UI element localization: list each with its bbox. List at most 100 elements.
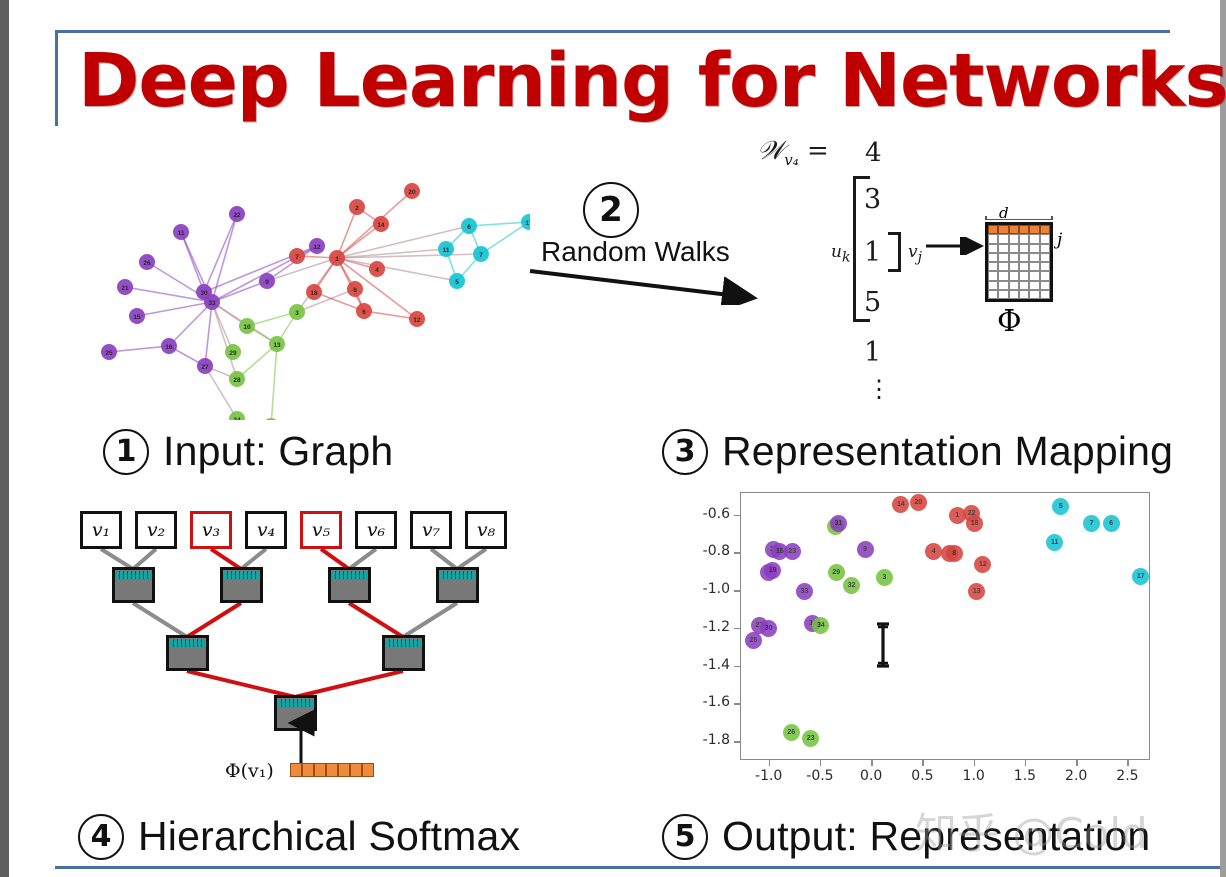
x-tick-label: -0.5 xyxy=(806,768,834,784)
phi-cell xyxy=(1019,289,1030,299)
phi-cell xyxy=(988,280,999,290)
y-tick-label: -1.2 xyxy=(702,618,730,635)
graph-node xyxy=(309,238,325,254)
phi-highlight-cell xyxy=(1019,225,1030,235)
matrix-bracket-right xyxy=(888,232,901,272)
graph-node-label: 17 xyxy=(525,220,530,227)
tree-edge xyxy=(347,547,378,571)
tree-leaf-3[interactable]: v₃ xyxy=(190,511,232,549)
phi-cell xyxy=(988,252,999,262)
graph-node xyxy=(269,336,285,352)
phi-cell xyxy=(1039,280,1050,290)
phi-cell xyxy=(1019,262,1030,272)
graph-edge xyxy=(168,301,213,347)
y-tick-mark xyxy=(734,627,740,630)
graph-edge xyxy=(211,301,238,380)
graph-node-label: 15 xyxy=(133,314,141,321)
tree-leaf-7[interactable]: v₇ xyxy=(410,511,452,549)
phi-cell xyxy=(998,252,1009,262)
phi-cell xyxy=(988,243,999,253)
scatter-point: 25 xyxy=(744,631,762,649)
step-label-input-graph: Input: Graph xyxy=(163,428,394,474)
scatter-point: 13 xyxy=(968,582,986,600)
tree-internal-node xyxy=(328,567,371,603)
x-tick-label: 0.0 xyxy=(860,768,883,784)
scatter-point: 34 xyxy=(812,616,830,634)
graph-edge xyxy=(336,225,470,259)
tree-leaf-2[interactable]: v₂ xyxy=(135,511,177,549)
tree-leaf-4[interactable]: v₄ xyxy=(245,511,287,549)
graph-node xyxy=(347,281,363,297)
scatter-point: 19 xyxy=(764,561,782,579)
phi-vector-cell xyxy=(314,763,326,777)
x-tick-label: 2.0 xyxy=(1065,768,1088,784)
text-cursor-icon xyxy=(877,622,889,668)
phi-cell xyxy=(1029,289,1040,299)
walk-value-2: 3 xyxy=(864,184,882,215)
context-right-label: vj xyxy=(908,242,922,266)
phi-highlight-cell xyxy=(1008,225,1019,235)
tree-leaf-6[interactable]: v₆ xyxy=(355,511,397,549)
phi-cell xyxy=(1019,234,1030,244)
scatter-point: 9 xyxy=(856,541,874,559)
tree-leaf-8[interactable]: v₈ xyxy=(465,511,507,549)
graph-node-label: 33 xyxy=(208,300,216,307)
graph-edge xyxy=(203,213,238,293)
scatter-point: 26 xyxy=(782,724,800,742)
graph-node xyxy=(289,304,305,320)
graph-edge xyxy=(313,291,365,312)
y-tick-mark xyxy=(734,590,740,592)
phi-cell xyxy=(998,243,1009,253)
scatter-point: 14 xyxy=(892,495,910,513)
phi-vector-cell xyxy=(302,763,314,777)
matrix-width-label: d xyxy=(999,204,1009,222)
graph-node-label: 29 xyxy=(229,350,237,357)
graph-edge xyxy=(211,213,238,303)
phi-cell xyxy=(988,289,999,299)
tree-edge xyxy=(131,547,158,571)
graph-node-label: 28 xyxy=(233,377,241,384)
graph-edge xyxy=(211,280,268,303)
walk-first-value: 4 xyxy=(865,138,882,168)
tree-leaf-1[interactable]: v₁ xyxy=(80,511,122,549)
phi-matrix-label: Φ xyxy=(997,304,1022,339)
step-label-hierarchical-softmax: Hierarchical Softmax xyxy=(138,813,521,859)
tree-path-edge xyxy=(186,669,296,699)
tree-edges-svg xyxy=(99,547,488,699)
graph-node xyxy=(373,216,389,232)
graph-node xyxy=(259,273,275,289)
phi-cell xyxy=(998,271,1009,281)
graph-node xyxy=(173,224,189,240)
scatter-point: 23 xyxy=(783,543,801,560)
phi-cell xyxy=(1039,234,1050,244)
graph-node-label: 13 xyxy=(273,342,281,349)
graph-edge xyxy=(468,221,530,227)
y-tick-mark xyxy=(734,552,740,554)
scatter-point: 29 xyxy=(827,563,845,581)
graph-edge xyxy=(336,253,482,259)
graph-node xyxy=(225,344,241,360)
graph-node-label: 10 xyxy=(243,324,251,331)
phi-cell xyxy=(988,271,999,281)
graph-edge xyxy=(296,288,356,313)
phi-cell xyxy=(1029,234,1040,244)
tree-leaf-5[interactable]: v₅ xyxy=(300,511,342,549)
graph-node-label: 27 xyxy=(201,364,209,371)
graph-node-label: 4 xyxy=(375,267,379,274)
y-tick-label: -1.6 xyxy=(702,694,730,711)
step-badge-4: 4 xyxy=(78,813,124,860)
graph-node xyxy=(204,294,220,310)
graph-node-label: 14 xyxy=(377,222,385,229)
phi-cell xyxy=(1039,262,1050,272)
scatter-point: 6 xyxy=(1102,514,1120,532)
tree-path-edge xyxy=(185,601,243,639)
phi-cell xyxy=(1029,243,1040,253)
scatter-point: 20 xyxy=(909,493,927,511)
x-tick-mark xyxy=(768,760,771,766)
phi-cell xyxy=(1019,243,1030,253)
scatter-point: 17 xyxy=(1132,567,1150,585)
step-2-badge-wrap: 2 xyxy=(583,182,639,238)
graph-node-label: 21 xyxy=(121,285,129,292)
y-tick-mark xyxy=(734,514,740,517)
